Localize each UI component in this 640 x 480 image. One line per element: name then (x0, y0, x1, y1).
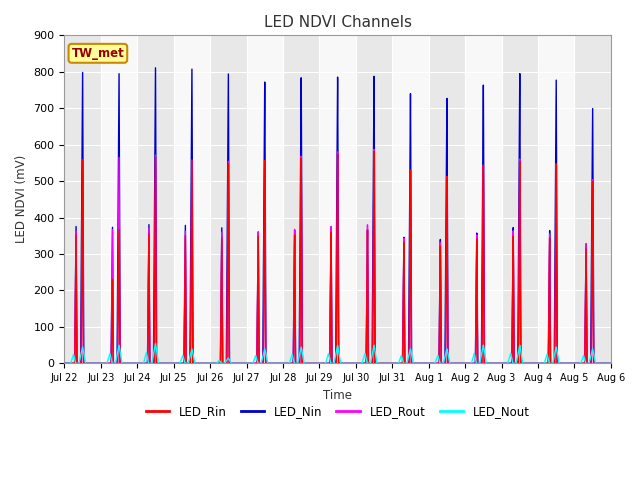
Bar (392, 36, 429, 363)
LED_Rout (61, 360, 68, 366)
LED_Rin (172, 360, 179, 366)
Bar (246, 36, 283, 363)
LED_Nin (265, 360, 273, 366)
LED_Rin (607, 360, 614, 366)
Bar (137, 36, 173, 363)
LED_Rin (265, 360, 273, 366)
LED_Rout (265, 360, 273, 366)
LED_Rout (491, 360, 499, 366)
LED_Rin (413, 360, 421, 366)
X-axis label: Time: Time (323, 389, 352, 402)
LED_Nout (172, 360, 179, 366)
Title: LED NDVI Channels: LED NDVI Channels (264, 15, 412, 30)
LED_Nin (491, 360, 499, 366)
Bar (283, 36, 319, 363)
Bar (65, 36, 101, 363)
LED_Rout (177, 360, 185, 366)
LED_Nout (177, 357, 185, 362)
Bar (356, 36, 392, 363)
Bar (429, 36, 465, 363)
LED_Rout (607, 360, 614, 366)
LED_Nout (413, 360, 421, 366)
Y-axis label: LED NDVI (mV): LED NDVI (mV) (15, 155, 28, 243)
LED_Nin (152, 65, 159, 71)
LED_Nin (607, 360, 614, 366)
Line: LED_Nin: LED_Nin (65, 68, 611, 363)
Bar (465, 36, 502, 363)
Bar (210, 36, 246, 363)
LED_Nout (607, 360, 614, 366)
LED_Rin (370, 149, 378, 155)
LED_Rin (177, 360, 185, 366)
Bar (319, 36, 356, 363)
LED_Nout (265, 360, 273, 366)
Bar (101, 36, 137, 363)
LED_Nin (177, 360, 185, 366)
Line: LED_Rout: LED_Rout (65, 149, 611, 363)
LED_Nin (172, 360, 179, 366)
LED_Nout (152, 340, 159, 346)
LED_Nin (413, 360, 421, 366)
LED_Rout (172, 360, 179, 366)
LED_Nin (605, 360, 613, 366)
LED_Nin (61, 360, 68, 366)
LED_Rout (605, 360, 613, 366)
LED_Rout (413, 360, 421, 366)
LED_Nout (605, 360, 613, 366)
LED_Rin (605, 360, 613, 366)
Text: TW_met: TW_met (72, 47, 124, 60)
Line: LED_Nout: LED_Nout (65, 343, 611, 363)
Legend: LED_Rin, LED_Nin, LED_Rout, LED_Nout: LED_Rin, LED_Nin, LED_Rout, LED_Nout (141, 401, 534, 423)
LED_Nout (491, 360, 499, 366)
LED_Nout (61, 360, 68, 366)
LED_Rin (61, 360, 68, 366)
Bar (173, 36, 210, 363)
Bar (502, 36, 538, 363)
LED_Rout (370, 146, 378, 152)
LED_Rin (491, 360, 499, 366)
Bar (538, 36, 575, 363)
Bar (575, 36, 611, 363)
Line: LED_Rin: LED_Rin (65, 152, 611, 363)
